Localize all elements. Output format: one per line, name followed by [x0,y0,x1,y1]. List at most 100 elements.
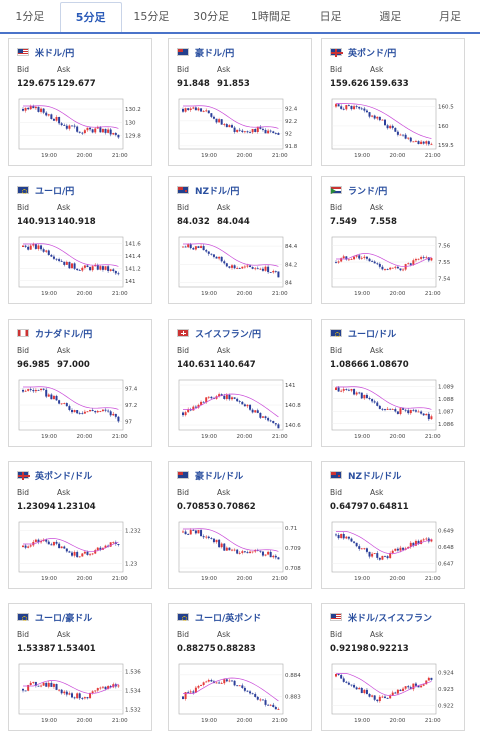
candle-body [360,687,363,694]
candle-body [91,409,94,412]
candlestick-chart[interactable]: 0.649 0.648 0.647 19:00 20:00 21:00 [330,520,458,584]
rate-card[interactable]: 豪ドル/円 Bid Ask 91.848 91.853 92.4 92.2 92 91.8 19:… [168,38,312,166]
rate-card[interactable]: NZドル/円 Bid Ask 84.032 84.044 84.4 84.2 84 19:00 2… [168,176,312,304]
bid-value: 0.64797 [330,502,369,512]
rate-card[interactable]: 英ポンド/ドル Bid Ask 1.23094 1.23104 1.232 1.23 19:0… [8,461,152,589]
candle-body [249,551,252,554]
candlestick-chart[interactable]: 0.924 0.923 0.922 19:00 20:00 21:00 [330,662,458,726]
candle-body [189,691,192,693]
candle-body [269,272,272,273]
candlestick-chart[interactable]: 7.56 7.55 7.54 19:00 20:00 21:00 [330,235,458,299]
tab-5[interactable]: 日足 [319,10,342,23]
currency-pair-link[interactable]: ユーロ/豪ドル [35,613,93,624]
rate-card[interactable]: 米ドル/円 Bid Ask 129.675 129.677 130.2 130 129.8 19… [8,38,152,166]
card-header: 豪ドル/ドル [177,469,244,482]
y-tick-label: 0.883 [285,695,301,701]
rate-card[interactable]: ユーロ/円 Bid Ask 140.913 140.918 141.6 141.4 141.2… [8,176,152,304]
currency-pair-link[interactable]: 豪ドル/円 [195,48,235,59]
candle-body [207,110,210,114]
x-tick-label: 19:00 [354,291,370,297]
ask-label: Ask [57,203,71,212]
candlestick-chart[interactable]: 0.884 0.883 19:00 20:00 21:00 [177,662,305,726]
candlestick-chart[interactable]: 1.536 1.534 1.532 19:00 20:00 21:00 [17,662,145,726]
y-tick-label: 0.922 [438,704,454,710]
candle-body [60,546,63,549]
currency-pair-link[interactable]: 米ドル/スイスフラン [348,613,433,624]
tab-1[interactable]: 5分足 [59,2,122,32]
candle-body [241,401,244,405]
moving-average-line [336,253,432,267]
currency-pair-link[interactable]: カナダドル/円 [35,329,93,340]
candle-body [27,107,30,110]
rate-card[interactable]: 米ドル/スイスフラン Bid Ask 0.92198 0.92213 0.924 0.923… [321,603,465,731]
candlestick-chart[interactable]: 92.4 92.2 92 91.8 19:00 20:00 21:00 [177,97,305,161]
candlestick-chart[interactable]: 130.2 130 129.8 19:00 20:00 21:00 [17,97,145,161]
candle-body [251,267,254,269]
currency-pair-link[interactable]: ユーロ/円 [35,186,75,197]
candle-body [207,536,210,539]
candle-body [417,141,420,145]
candlestick-chart[interactable]: 84.4 84.2 84 19:00 20:00 21:00 [177,235,305,299]
candle-body [381,408,384,410]
candle-body [342,533,345,539]
currency-pair-link[interactable]: 英ポンド/ドル [35,471,93,482]
y-tick-label: 1.086 [438,422,454,428]
candle-body [373,553,376,554]
candlestick-chart[interactable]: 1.232 1.23 19:00 20:00 21:00 [17,520,145,584]
rate-card[interactable]: ユーロ/豪ドル Bid Ask 1.53387 1.53401 1.536 1.534 1.5… [8,603,152,731]
candle-body [342,389,345,391]
candlestick-chart[interactable]: 0.71 0.709 0.708 19:00 20:00 21:00 [177,520,305,584]
candle-body [225,124,228,128]
candle-body [73,125,76,127]
candle-body [342,256,345,259]
rate-card[interactable]: スイスフラン/円 Bid Ask 140.631 140.647 141 140.8 140.… [168,319,312,447]
rate-card[interactable]: 英ポンド/円 Bid Ask 159.626 159.633 160.5 160 159.5 1… [321,38,465,166]
candle-body [381,696,384,698]
tab-0[interactable]: 1分足 [15,10,45,23]
candlestick-chart[interactable]: 1.089 1.088 1.087 1.086 19:00 20:00 21:00 [330,378,458,442]
candle-body [422,413,425,416]
rate-card[interactable]: カナダドル/円 Bid Ask 96.985 97.000 97.4 97.2 97 19:00… [8,319,152,447]
currency-pair-link[interactable]: NZドル/円 [195,186,240,197]
y-tick-label: 84 [285,280,292,286]
card-header: 英ポンド/ドル [17,469,93,482]
candle-body [376,699,379,702]
currency-pair-link[interactable]: ユーロ/ドル [348,329,397,340]
currency-pair-link[interactable]: NZドル/ドル [348,471,402,482]
tab-7[interactable]: 月足 [439,10,462,23]
tab-6[interactable]: 週足 [379,10,402,23]
candle-body [205,397,208,403]
rate-card[interactable]: ユーロ/ドル Bid Ask 1.08666 1.08670 1.089 1.088 1.08… [321,319,465,447]
currency-pair-link[interactable]: 豪ドル/ドル [195,471,244,482]
rate-card[interactable]: NZドル/ドル Bid Ask 0.64797 0.64811 0.649 0.648 0.6… [321,461,465,589]
currency-pair-link[interactable]: ランド/円 [348,186,388,197]
flag-icon [17,471,30,480]
candle-body [99,411,102,412]
currency-pair-link[interactable]: 英ポンド/円 [348,48,397,59]
candle-body [68,125,71,129]
tab-2[interactable]: 15分足 [133,10,170,23]
candle-body [365,548,368,552]
candle-body [192,530,195,531]
tab-4[interactable]: 1時間足 [250,10,291,23]
candle-body [396,131,399,135]
candle-body [60,123,63,126]
candle-body [365,689,368,694]
candlestick-chart[interactable]: 97.4 97.2 97 19:00 20:00 21:00 [17,378,145,442]
rate-card[interactable]: 豪ドル/ドル Bid Ask 0.70853 0.70862 0.71 0.709 0.708… [168,461,312,589]
candlestick-chart[interactable]: 160.5 160 159.5 19:00 20:00 21:00 [330,97,458,161]
currency-pair-link[interactable]: 米ドル/円 [35,48,75,59]
rate-card[interactable]: ランド/円 Bid Ask 7.549 7.558 7.56 7.55 7.54 19:00 20… [321,176,465,304]
tab-3[interactable]: 30分足 [193,10,230,23]
x-tick-label: 21:00 [272,718,288,724]
currency-pair-link[interactable]: スイスフラン/円 [195,329,262,340]
candlestick-chart[interactable]: 141.6 141.4 141.2 141 19:00 20:00 21:00 [17,235,145,299]
candle-body [81,413,84,415]
candlestick-chart[interactable]: 141 140.8 140.6 19:00 20:00 21:00 [177,378,305,442]
candle-body [350,259,353,261]
y-tick-label: 140.8 [285,403,301,409]
currency-pair-link[interactable]: ユーロ/英ポンド [195,613,262,624]
candle-body [76,126,79,132]
rate-card[interactable]: ユーロ/英ポンド Bid Ask 0.88275 0.88283 0.884 0.883 19… [168,603,312,731]
y-tick-label: 141 [125,279,136,285]
